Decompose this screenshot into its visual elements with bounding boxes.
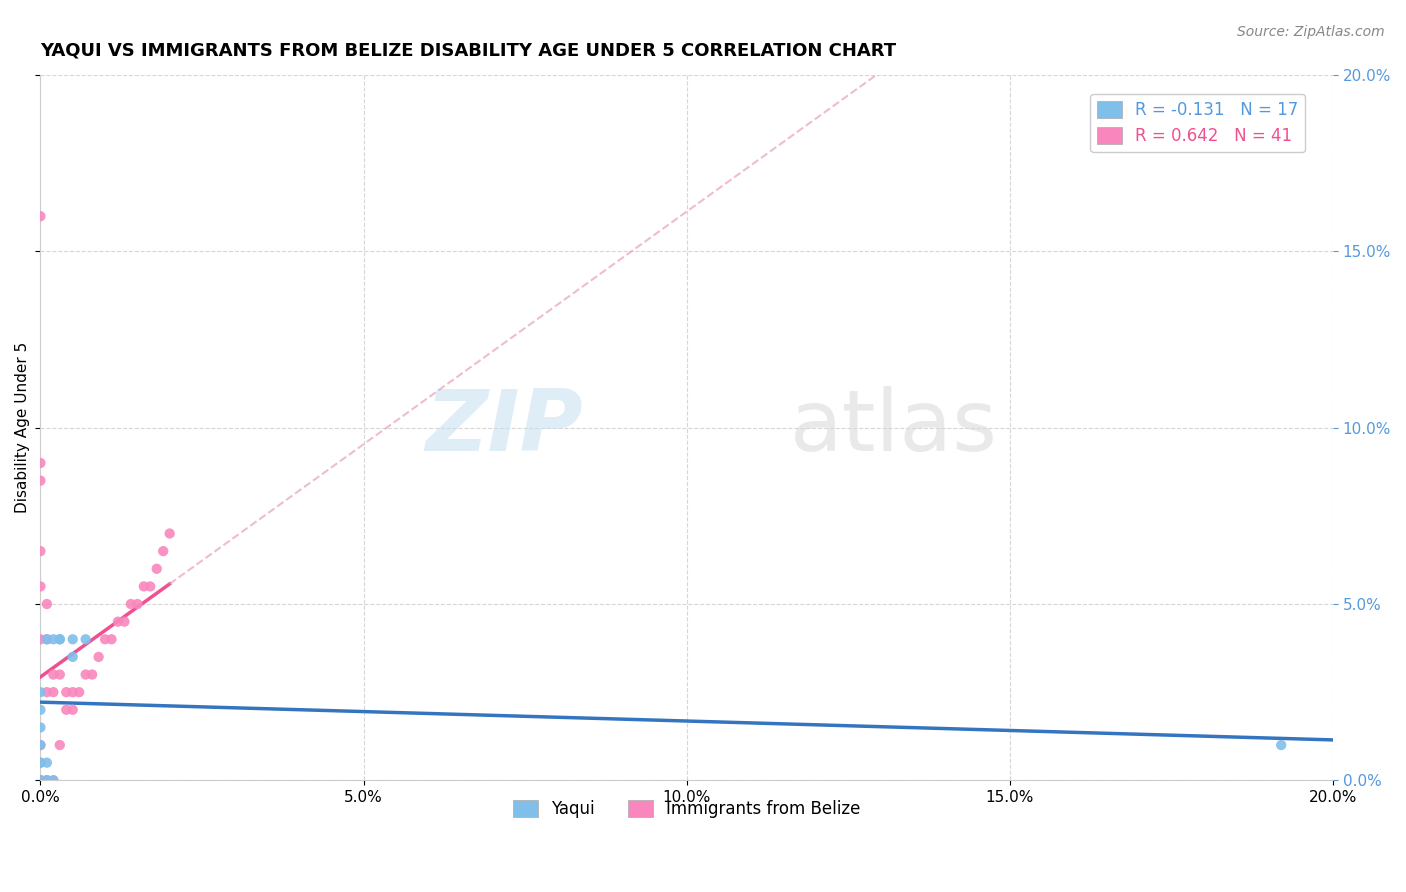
Point [62,649,84,664]
Point [67,685,90,699]
Point [107,615,129,629]
Point [112,615,135,629]
Point [159,526,181,541]
Point [30,773,52,788]
Point [62,632,84,647]
Point [152,544,174,558]
Point [30,773,52,788]
Point [30,756,52,770]
Point [94,632,117,647]
Point [35,632,58,647]
Point [49,632,72,647]
Point [35,685,58,699]
Point [30,773,52,788]
Point [55,685,77,699]
Point [35,632,58,647]
Point [42,773,65,788]
Point [120,597,142,611]
Point [30,756,52,770]
Point [145,562,167,576]
Point [42,773,65,788]
Point [42,632,65,647]
Text: atlas: atlas [790,386,998,469]
Text: YAQUI VS IMMIGRANTS FROM BELIZE DISABILITY AGE UNDER 5 CORRELATION CHART: YAQUI VS IMMIGRANTS FROM BELIZE DISABILI… [41,42,897,60]
Point [75,632,97,647]
Point [35,773,58,788]
Point [1270,738,1292,752]
Point [30,720,52,734]
Point [30,474,52,488]
Point [30,685,52,699]
Point [127,597,149,611]
Point [75,667,97,681]
Point [30,738,52,752]
Point [30,703,52,717]
Point [49,632,72,647]
Point [62,703,84,717]
Point [35,773,58,788]
Point [100,632,122,647]
Point [49,738,72,752]
Point [49,667,72,681]
Point [139,579,162,593]
Point [30,632,52,647]
Text: ZIP: ZIP [426,386,583,469]
Point [132,579,155,593]
Point [55,703,77,717]
Point [30,773,52,788]
Text: Source: ZipAtlas.com: Source: ZipAtlas.com [1237,25,1385,39]
Point [35,773,58,788]
Point [30,544,52,558]
Point [30,456,52,470]
Point [62,685,84,699]
Point [35,756,58,770]
Point [30,209,52,223]
Point [82,667,104,681]
Point [30,579,52,593]
Point [42,685,65,699]
Point [87,649,110,664]
Point [30,773,52,788]
Legend: Yaqui, Immigrants from Belize: Yaqui, Immigrants from Belize [506,793,868,825]
Point [42,667,65,681]
Point [30,738,52,752]
Point [35,597,58,611]
Y-axis label: Disability Age Under 5: Disability Age Under 5 [15,343,30,514]
